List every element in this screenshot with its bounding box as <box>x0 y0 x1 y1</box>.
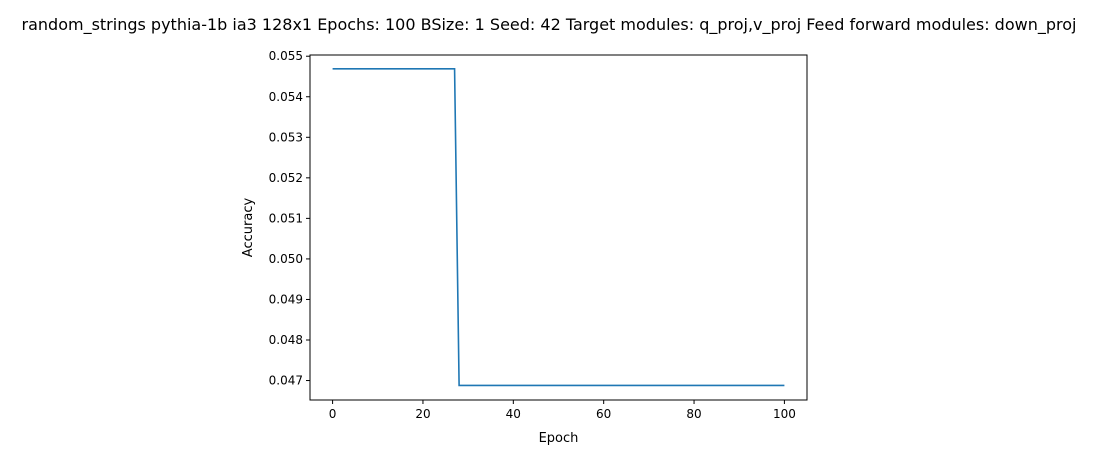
plot-frame <box>309 54 808 401</box>
x-tick-label: 20 <box>415 407 430 421</box>
y-tick-label: 0.050 <box>269 252 303 266</box>
y-tick-label: 0.051 <box>269 211 303 225</box>
x-tick-label: 80 <box>686 407 701 421</box>
x-axis: 0 20 40 60 80 100 <box>329 400 796 421</box>
y-axis-label: Accuracy <box>241 198 256 258</box>
x-tick-label: 40 <box>506 407 521 421</box>
y-tick-label: 0.054 <box>269 90 303 104</box>
series-line-0 <box>332 67 785 387</box>
y-tick-label: 0.055 <box>269 49 303 63</box>
plot-area <box>332 67 785 387</box>
y-tick-label: 0.047 <box>269 374 303 388</box>
y-axis: 0.047 0.048 0.049 0.050 0.051 0.052 0.053 0.054… <box>269 49 310 388</box>
y-tick-label: 0.053 <box>269 130 303 144</box>
y-tick-label: 0.052 <box>269 171 303 185</box>
chart-title: random_strings pythia-1b ia3 128x1 Epoch… <box>22 15 1077 35</box>
y-tick-label: 0.048 <box>269 333 303 347</box>
x-tick-label: 100 <box>773 407 796 421</box>
x-axis-label: Epoch <box>539 431 579 446</box>
y-tick-label: 0.049 <box>269 292 303 306</box>
x-tick-label: 60 <box>596 407 611 421</box>
x-tick-label: 0 <box>329 407 337 421</box>
